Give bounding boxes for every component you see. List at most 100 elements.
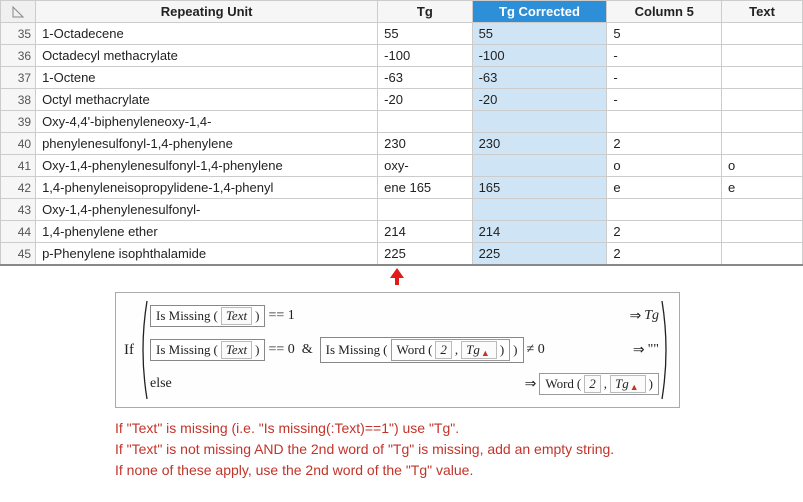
row-number[interactable]: 40 [1, 133, 36, 155]
row-number[interactable]: 36 [1, 45, 36, 67]
cell-column5[interactable]: 2 [607, 243, 722, 266]
cell-repeating-unit[interactable]: Octyl methacrylate [36, 89, 378, 111]
table-row[interactable]: 40phenylenesulfonyl-1,4-phenylene2302302 [1, 133, 803, 155]
table-body: 351-Octadecene5555536Octadecyl methacryl… [1, 23, 803, 266]
neq-2: ≠ 0 [527, 342, 545, 358]
cell-text[interactable] [722, 23, 803, 45]
formula-editor[interactable]: If Is Missing ( Text ) == 1 ⇒ Tg [115, 292, 680, 408]
cell-column5[interactable]: 2 [607, 133, 722, 155]
cell-column5[interactable]: 2 [607, 221, 722, 243]
header-repeating-unit[interactable]: Repeating Unit [36, 1, 378, 23]
cell-tg[interactable]: ene 165 [378, 177, 472, 199]
cell-text[interactable] [722, 111, 803, 133]
row-number[interactable]: 38 [1, 89, 36, 111]
table-row[interactable]: 371-Octene-63-63- [1, 67, 803, 89]
cell-text[interactable]: o [722, 155, 803, 177]
ismissing-fn-2a[interactable]: Is Missing ( Text ) [150, 339, 265, 361]
corner-cell[interactable] [1, 1, 36, 23]
table-row[interactable]: 43Oxy-1,4-phenylenesulfonyl- [1, 199, 803, 221]
table-row[interactable]: 42 1,4-phenyleneisopropylidene-1,4-pheny… [1, 177, 803, 199]
ismissing-fn-1[interactable]: Is Missing ( Text ) [150, 305, 265, 327]
cell-repeating-unit[interactable]: 1,4-phenylene ether [36, 221, 378, 243]
cell-repeating-unit[interactable]: 1,4-phenyleneisopropylidene-1,4-phenyl [36, 177, 378, 199]
cell-repeating-unit[interactable]: Oxy-1,4-phenylenesulfonyl- [36, 199, 378, 221]
cell-tg[interactable]: oxy- [378, 155, 472, 177]
row-number[interactable]: 41 [1, 155, 36, 177]
cell-tg[interactable]: 225 [378, 243, 472, 266]
cell-repeating-unit[interactable]: Oxy-1,4-phenylenesulfonyl-1,4-phenylene [36, 155, 378, 177]
table-row[interactable]: 351-Octadecene55555 [1, 23, 803, 45]
cell-repeating-unit[interactable]: Oxy-4,4'-biphenyleneoxy-1,4- [36, 111, 378, 133]
row-number[interactable]: 42 [1, 177, 36, 199]
cell-column5[interactable]: - [607, 67, 722, 89]
cell-tg[interactable] [378, 111, 472, 133]
header-tg-corrected[interactable]: Tg Corrected [472, 1, 607, 23]
row-number[interactable]: 39 [1, 111, 36, 133]
ismissing-fn-2b[interactable]: Is Missing ( Word ( 2 , Tg▲ ) ) [320, 337, 524, 363]
cell-text[interactable] [722, 67, 803, 89]
text-var-1[interactable]: Text [221, 307, 252, 325]
cell-repeating-unit[interactable]: p-Phenylene isophthalamide [36, 243, 378, 266]
cell-column5[interactable]: o [607, 155, 722, 177]
cell-tg[interactable]: 214 [378, 221, 472, 243]
cell-tg-corrected[interactable]: -20 [472, 89, 607, 111]
cell-tg-corrected[interactable]: 55 [472, 23, 607, 45]
cell-tg-corrected[interactable] [472, 111, 607, 133]
table-row[interactable]: 36Octadecyl methacrylate-100-100- [1, 45, 803, 67]
cell-text[interactable] [722, 243, 803, 266]
formula-branches: Is Missing ( Text ) == 1 ⇒ Tg Is Missing [148, 299, 661, 401]
word-arg-3-idx[interactable]: 2 [584, 375, 601, 393]
cell-tg-corrected[interactable]: -63 [472, 67, 607, 89]
cell-repeating-unit[interactable]: Octadecyl methacrylate [36, 45, 378, 67]
row-number[interactable]: 45 [1, 243, 36, 266]
cell-column5[interactable]: - [607, 45, 722, 67]
cell-column5[interactable] [607, 199, 722, 221]
word-arg-2-idx[interactable]: 2 [435, 341, 452, 359]
cell-text[interactable]: e [722, 177, 803, 199]
cell-tg[interactable]: -100 [378, 45, 472, 67]
cell-tg-corrected[interactable] [472, 155, 607, 177]
cell-tg-corrected[interactable]: 225 [472, 243, 607, 266]
row-number[interactable]: 37 [1, 67, 36, 89]
cell-repeating-unit[interactable]: 1-Octene [36, 67, 378, 89]
word-fn-3[interactable]: Word ( 2 , Tg▲ ) [539, 373, 659, 395]
word-arg-2-var[interactable]: Tg▲ [461, 341, 497, 359]
word-arg-3-var[interactable]: Tg▲ [610, 375, 646, 393]
cell-tg-corrected[interactable]: 165 [472, 177, 607, 199]
cell-repeating-unit[interactable]: phenylenesulfonyl-1,4-phenylene [36, 133, 378, 155]
cell-column5[interactable]: e [607, 177, 722, 199]
arrow-3: ⇒ [525, 376, 537, 393]
cell-tg-corrected[interactable]: -100 [472, 45, 607, 67]
row-number[interactable]: 44 [1, 221, 36, 243]
word-fn-2[interactable]: Word ( 2 , Tg▲ ) [391, 339, 511, 361]
cell-repeating-unit[interactable]: 1-Octadecene [36, 23, 378, 45]
row-number[interactable]: 35 [1, 23, 36, 45]
cell-text[interactable] [722, 221, 803, 243]
header-text[interactable]: Text [722, 1, 803, 23]
table-row[interactable]: 38Octyl methacrylate-20-20- [1, 89, 803, 111]
cell-text[interactable] [722, 133, 803, 155]
table-row[interactable]: 45p-Phenylene isophthalamide2252252 [1, 243, 803, 266]
cell-column5[interactable]: - [607, 89, 722, 111]
cell-tg[interactable]: 55 [378, 23, 472, 45]
table-row[interactable]: 441,4-phenylene ether2142142 [1, 221, 803, 243]
text-var-2[interactable]: Text [221, 341, 252, 359]
cell-text[interactable] [722, 199, 803, 221]
cell-tg-corrected[interactable]: 230 [472, 133, 607, 155]
cell-tg-corrected[interactable]: 214 [472, 221, 607, 243]
formula-branch-1: Is Missing ( Text ) == 1 ⇒ Tg [150, 303, 659, 329]
table-row[interactable]: 41Oxy-1,4-phenylenesulfonyl-1,4-phenylen… [1, 155, 803, 177]
cell-tg[interactable]: 230 [378, 133, 472, 155]
header-column5[interactable]: Column 5 [607, 1, 722, 23]
cell-column5[interactable] [607, 111, 722, 133]
header-tg[interactable]: Tg [378, 1, 472, 23]
table-row[interactable]: 39Oxy-4,4'-biphenyleneoxy-1,4- [1, 111, 803, 133]
cell-column5[interactable]: 5 [607, 23, 722, 45]
cell-tg[interactable]: -20 [378, 89, 472, 111]
cell-text[interactable] [722, 89, 803, 111]
row-number[interactable]: 43 [1, 199, 36, 221]
cell-tg[interactable]: -63 [378, 67, 472, 89]
cell-tg[interactable] [378, 199, 472, 221]
cell-tg-corrected[interactable] [472, 199, 607, 221]
cell-text[interactable] [722, 45, 803, 67]
